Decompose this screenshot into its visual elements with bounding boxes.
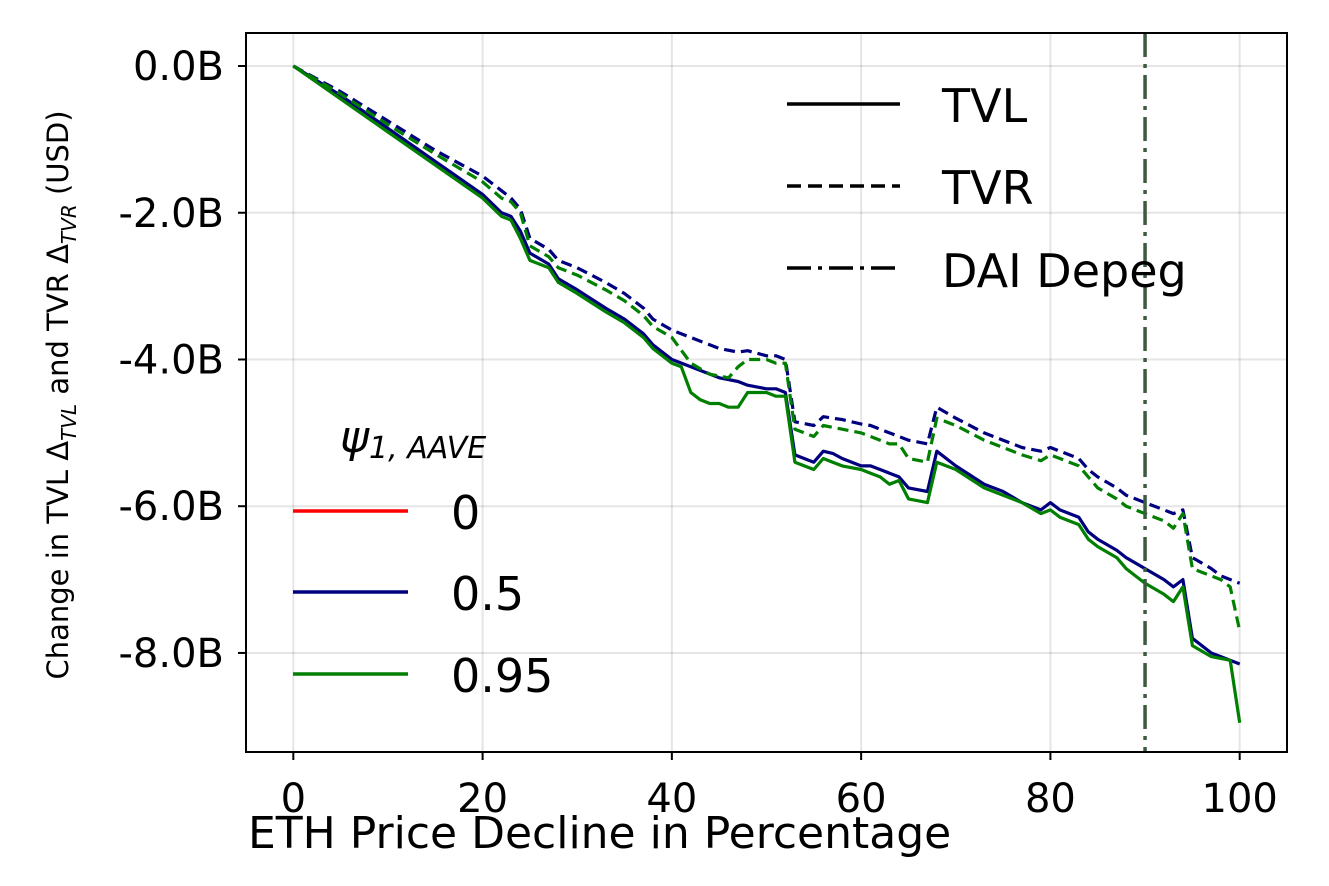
style-legend: TVL TVR DAI Depeg: [787, 79, 1187, 298]
legend-label-psi-0-95: 0.95: [451, 649, 553, 703]
legend-label-tvl: TVL: [941, 79, 1028, 133]
x-tick-label: 80: [1025, 776, 1076, 822]
legend-label-tvr: TVR: [941, 161, 1034, 215]
x-tick-label: 100: [1202, 776, 1278, 822]
x-tick-label: 40: [646, 776, 697, 822]
legend-label-psi-0: 0: [451, 486, 480, 540]
plot-frame: [245, 32, 1288, 753]
param-legend-title-subscript: 1, AAVE: [369, 431, 486, 466]
y-axis-title-part-3: (USD): [41, 110, 75, 204]
y-tick-label: -8.0B: [119, 631, 225, 677]
x-tick-label: 20: [457, 776, 508, 822]
axis-ticks: 0 20 40 60 80 100 0.0B -2.0B -4.0B -6.0B -8.0B: [119, 44, 1278, 822]
x-tick-label: 0: [281, 776, 306, 822]
y-axis-title-part-1: Change in TVL Δ: [41, 441, 75, 680]
y-tick-label: 0.0B: [133, 44, 224, 90]
param-legend-title-symbol: ψ: [340, 412, 370, 463]
legend-label-dai-depeg: DAI Depeg: [942, 244, 1187, 298]
series-line-tvr-psi-0-5: [292, 64, 1241, 585]
y-tick-label: -4.0B: [119, 337, 225, 383]
y-tick-label: -2.0B: [119, 191, 225, 237]
y-axis-title-sub-1: TVL: [57, 404, 81, 441]
y-axis-title-part-2: and TVR Δ: [41, 244, 75, 404]
x-tick-label: 60: [836, 776, 887, 822]
plot-series: [292, 64, 1242, 723]
y-axis-title: Change in TVL ΔTVL and TVR ΔTVR (USD): [41, 110, 81, 679]
series-line-tvl-psi-0-95: [292, 64, 1242, 723]
legend-label-psi-0-5: 0.5: [451, 567, 524, 621]
param-legend-title: ψ1, AAVE: [340, 412, 486, 466]
x-axis-title: ETH Price Decline in Percentage: [248, 808, 951, 859]
param-legend: ψ1, AAVE 0 0.5 0.95: [293, 412, 553, 703]
series-line-tvl-psi-0-5: [292, 64, 1241, 666]
y-axis-title-sub-2: TVR: [57, 204, 81, 244]
y-tick-label: -6.0B: [119, 484, 225, 530]
